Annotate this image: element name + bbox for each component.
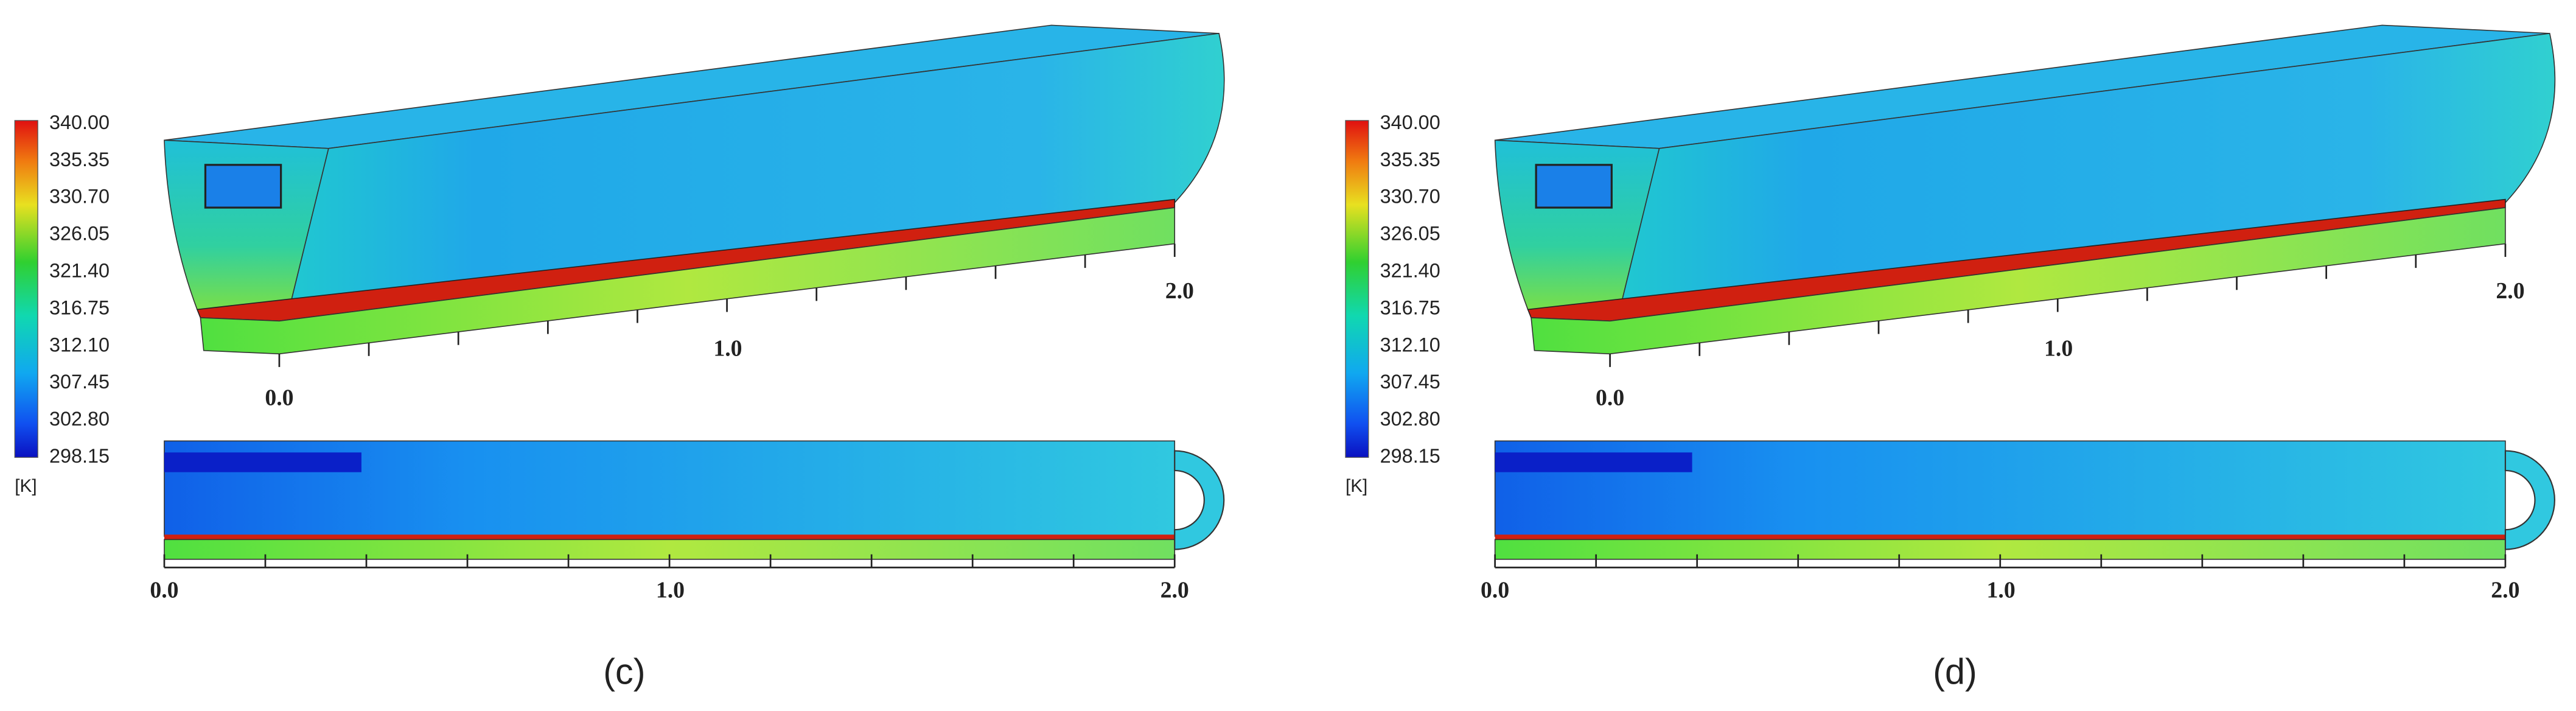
colorbar-tick-label: 316.75 — [49, 296, 110, 318]
colorbar-tick-label: 302.80 — [1380, 408, 1440, 430]
colorbar — [14, 120, 38, 458]
colorbar-tick-label: 298.15 — [49, 445, 110, 467]
slice-loop — [2504, 450, 2555, 550]
axis-3d-label: 1.0 — [713, 336, 742, 362]
colorbar-unit: [K] — [15, 476, 37, 496]
axis-2d-label: 1.0 — [656, 577, 685, 603]
axis-2d-label: 1.0 — [1987, 577, 2016, 603]
colorbar-tick-label: 321.40 — [1380, 259, 1440, 281]
panel: 340.00 335.35 330.70 326.05 321.40 316.75 312.… — [1345, 24, 2556, 692]
side-face — [1618, 32, 2556, 317]
panel-label: (c) — [603, 651, 645, 692]
inlet — [1535, 164, 1613, 209]
colorbar-tick-label: 316.75 — [1380, 296, 1440, 318]
colorbar-tick-label: 307.45 — [49, 371, 110, 393]
axis-2d-label: 0.0 — [1481, 577, 1509, 603]
inlet — [204, 164, 282, 209]
axis-2d-label: 2.0 — [2491, 577, 2519, 603]
colorbar-tick-label: 298.15 — [1380, 445, 1440, 467]
axis-3d-label: 2.0 — [2496, 278, 2524, 304]
axis-3d-label: 0.0 — [265, 385, 293, 411]
panel: 340.00 335.35 330.70 326.05 321.40 316.75 312.… — [14, 24, 1225, 692]
colorbar-tick-label: 312.10 — [1380, 334, 1440, 356]
axis-3d-label: 1.0 — [2044, 336, 2073, 362]
colorbar-tick-label: 326.05 — [49, 223, 110, 245]
colorbar — [1345, 120, 1369, 458]
colorbar-tick-label: 330.70 — [1380, 186, 1440, 208]
slice-cold-inlet — [1495, 452, 1692, 472]
panel-label: (d) — [1933, 651, 1977, 692]
slice-plate — [164, 534, 1175, 540]
colorbar-tick-label: 302.80 — [49, 408, 110, 430]
colorbar-tick-label: 326.05 — [1380, 223, 1440, 245]
slice-loop — [1174, 450, 1225, 550]
slice-cold-inlet — [164, 452, 361, 472]
colorbar-tick-label: 340.00 — [49, 111, 110, 133]
colorbar-unit: [K] — [1346, 476, 1367, 496]
colorbar-tick-label: 307.45 — [1380, 371, 1440, 393]
axis-3d-label: 0.0 — [1596, 385, 1624, 411]
colorbar-tick-label: 335.35 — [49, 149, 110, 170]
colorbar-tick-label: 335.35 — [1380, 149, 1440, 170]
axis-2d-label: 0.0 — [150, 577, 178, 603]
axis-3d-label: 2.0 — [1165, 278, 1194, 304]
colorbar-tick-label: 321.40 — [49, 259, 110, 281]
colorbar-tick-label: 312.10 — [49, 334, 110, 356]
axis-2d-label: 2.0 — [1161, 577, 1189, 603]
colorbar-tick-label: 330.70 — [49, 186, 110, 208]
side-face — [287, 32, 1225, 317]
colorbar-tick-label: 340.00 — [1380, 111, 1440, 133]
slice-plate — [1495, 534, 2505, 540]
